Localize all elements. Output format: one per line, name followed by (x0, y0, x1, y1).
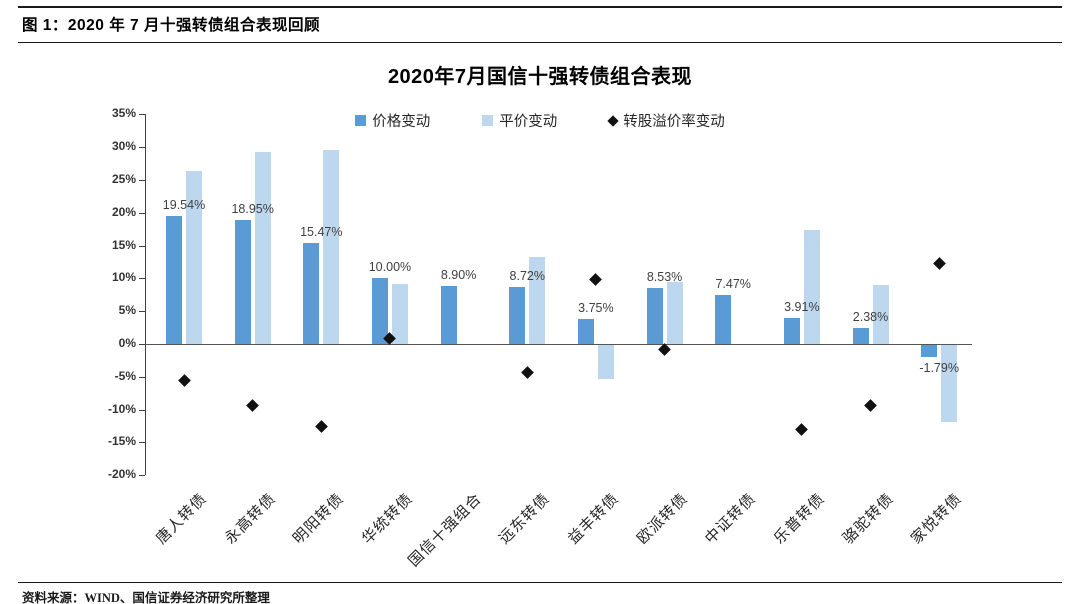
price-change-bar (783, 318, 800, 344)
price-data-label: 8.53% (646, 270, 683, 285)
x-category-label: 唐人转债 (152, 490, 211, 548)
parity-change-bar (186, 171, 202, 344)
chart-legend: 价格变动 平价变动 转股溢价率变动 (0, 110, 1080, 131)
y-axis-tick-label: 20% (111, 204, 136, 219)
source-note: 资料来源：WIND、国信证券经济研究所整理 (22, 591, 270, 604)
y-axis-tick-label: -20% (107, 467, 136, 482)
y-axis-tick-label: -10% (107, 401, 136, 416)
price-change-bar (852, 328, 869, 344)
y-axis-line (145, 114, 146, 476)
premium-change-diamond (177, 374, 191, 388)
price-data-label: 7.47% (715, 276, 751, 291)
y-axis-tick-label: 10% (111, 270, 136, 285)
parity-change-bar (872, 284, 889, 344)
price-change-bar (440, 285, 457, 344)
top-rule (18, 6, 1062, 8)
price-change-bar (303, 242, 320, 344)
price-change-bar (166, 215, 182, 344)
y-axis-tick-mark (139, 245, 145, 247)
legend-square-marker (482, 115, 494, 126)
figure-caption: 图 1：2020 年 7 月十强转债组合表现回顾 (22, 17, 320, 34)
y-axis-tick-label: 0% (118, 336, 136, 350)
x-category-label: 中证转债 (702, 490, 760, 548)
price-data-label: 19.54% (162, 197, 206, 212)
premium-change-diamond (864, 399, 877, 413)
y-axis-tick-mark (139, 147, 145, 149)
premium-change-diamond (589, 273, 603, 287)
parity-change-bar (529, 257, 546, 344)
price-data-label: 8.72% (509, 268, 545, 283)
legend-label: 平价变动 (499, 114, 558, 130)
x-category-label: 益丰转债 (564, 490, 623, 548)
price-change-bar (577, 319, 594, 344)
y-axis-tick-label: 15% (111, 237, 136, 252)
y-axis-tick-label: 30% (111, 139, 136, 154)
price-data-label: 10.00% (368, 260, 412, 275)
premium-change-diamond (314, 420, 328, 434)
y-axis-tick-mark (139, 278, 145, 280)
parity-change-bar (323, 149, 340, 344)
y-axis-tick-mark (139, 114, 145, 116)
price-change-bar (646, 288, 663, 344)
price-change-bar (509, 286, 526, 344)
legend-item: 转股溢价率变动 (607, 110, 725, 131)
y-axis-tick-mark (139, 409, 145, 411)
legend-label: 转股溢价率变动 (623, 114, 725, 130)
parity-change-bar (391, 283, 408, 344)
parity-change-bar (803, 229, 820, 344)
price-data-label: 8.90% (440, 267, 477, 282)
x-category-label: 欧派转债 (633, 490, 691, 548)
y-axis-tick-mark (139, 475, 145, 477)
price-data-label: 2.38% (852, 310, 889, 325)
footer-rule (18, 582, 1062, 583)
y-axis-tick-label: -15% (107, 434, 136, 449)
y-axis-tick-label: 5% (118, 303, 136, 318)
price-data-label: -1.79% (919, 360, 959, 375)
y-axis-tick-mark (139, 344, 145, 345)
legend-item: 平价变动 (482, 110, 557, 131)
price-data-label: 3.75% (578, 301, 614, 316)
x-category-label: 华统转债 (358, 490, 417, 548)
price-data-label: 3.91% (784, 300, 820, 315)
x-category-label: 骆驼转债 (839, 490, 897, 548)
parity-change-bar (666, 282, 683, 344)
price-change-bar (234, 219, 251, 344)
price-data-label: 15.47% (300, 224, 343, 239)
chart-title: 2020年7月国信十强转债组合表现 (387, 66, 693, 88)
premium-change-diamond (795, 423, 809, 437)
premium-change-diamond (932, 257, 946, 271)
y-axis-tick-mark (139, 180, 145, 181)
parity-change-bar (597, 345, 614, 380)
y-axis-tick-mark (139, 311, 145, 313)
y-axis-tick-label: 35% (111, 106, 136, 121)
y-axis-tick-label: -5% (114, 368, 136, 383)
x-category-label: 永高转债 (221, 490, 279, 548)
y-axis-tick-mark (139, 442, 145, 444)
price-change-bar (715, 294, 732, 344)
x-category-label: 远东转债 (496, 490, 554, 548)
x-category-label: 明阳转债 (290, 490, 348, 548)
parity-change-bar (941, 345, 958, 423)
price-change-bar (371, 278, 388, 344)
parity-change-bar (254, 151, 271, 344)
x-category-label: 家悦转债 (907, 490, 966, 548)
y-axis-tick-mark (139, 212, 145, 214)
legend-label: 价格变动 (372, 114, 431, 130)
premium-change-diamond (246, 398, 260, 412)
price-change-bar (921, 345, 938, 357)
premium-change-diamond (658, 343, 671, 357)
price-data-label: 18.95% (231, 201, 274, 216)
caption-underline (18, 42, 1062, 43)
zero-baseline (145, 344, 972, 345)
y-axis-tick-label: 25% (111, 172, 136, 186)
legend-square-marker (355, 115, 367, 126)
x-category-label: 乐普转债 (770, 490, 828, 548)
y-axis-tick-mark (139, 376, 145, 378)
legend-item: 价格变动 (355, 110, 430, 131)
premium-change-diamond (520, 365, 534, 379)
